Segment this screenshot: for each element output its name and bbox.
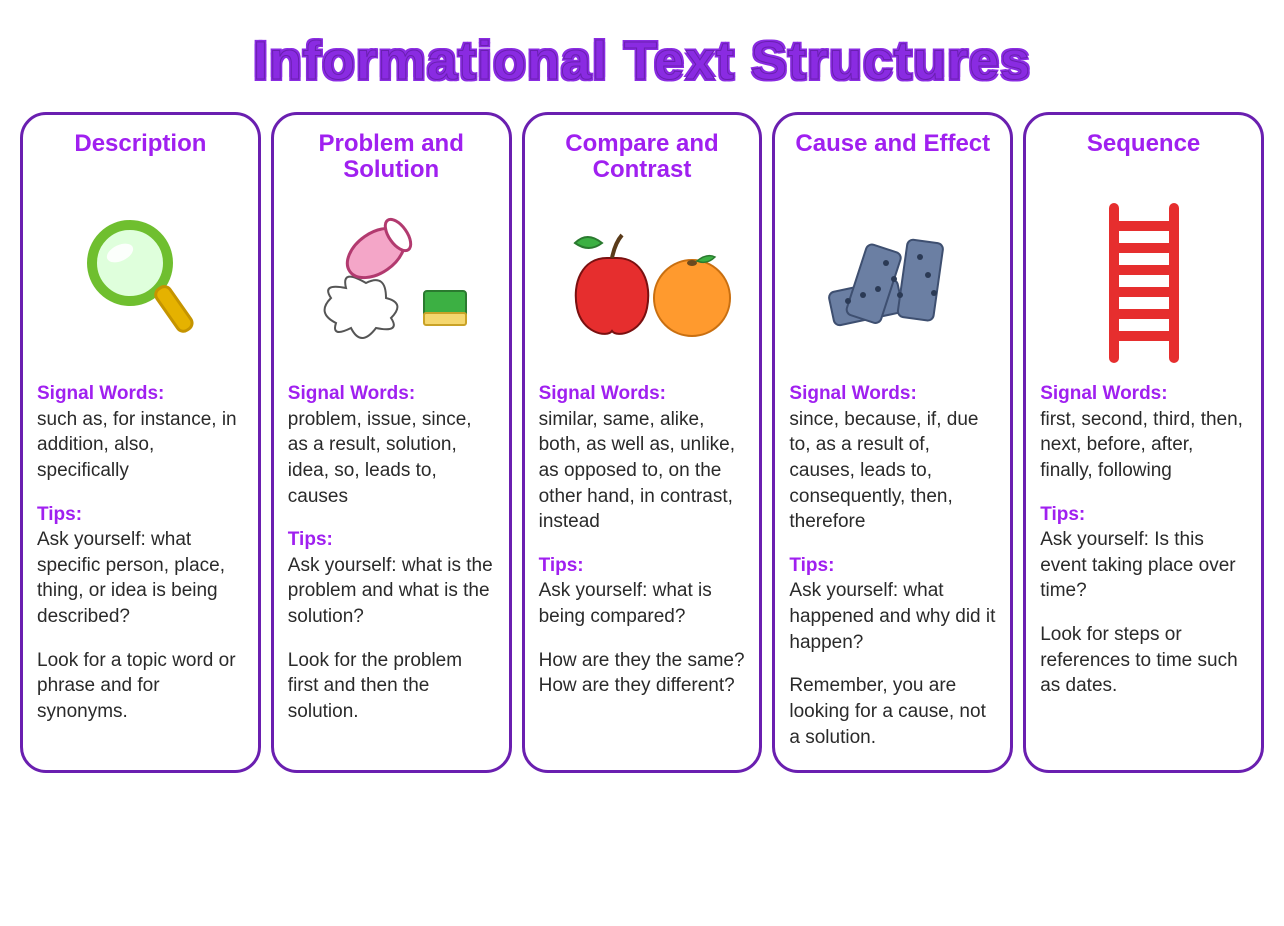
signal-label: Signal Words:	[288, 383, 415, 404]
ladder-icon	[1040, 203, 1247, 363]
signal-words-text: first, second, third, then, next, before…	[1040, 409, 1243, 481]
tips-text-1: Ask yourself: what happened and why did …	[789, 580, 995, 652]
dominoes-icon	[789, 203, 996, 363]
signal-words-block: Signal Words: such as, for instance, in …	[37, 381, 244, 484]
page-title: Informational Text Structures	[20, 30, 1264, 92]
tips-label: Tips:	[539, 555, 584, 576]
card-title: Problem and Solution	[288, 131, 495, 195]
signal-words-text: since, because, if, due to, as a result …	[789, 409, 978, 533]
tips-block: Tips: Ask yourself: what happened and wh…	[789, 553, 996, 656]
tips-text-1: Ask yourself: what is the problem and wh…	[288, 555, 493, 627]
tips-block: Tips: Ask yourself: Is this event taking…	[1040, 502, 1247, 605]
card-title: Cause and Effect	[789, 131, 996, 195]
signal-label: Signal Words:	[539, 383, 666, 404]
signal-words-block: Signal Words: problem, issue, since, as …	[288, 381, 495, 509]
tips-label: Tips:	[37, 504, 82, 525]
card-title: Description	[37, 131, 244, 195]
tips-text-1: Ask yourself: Is this event taking place…	[1040, 529, 1235, 601]
tips-extra: Look for the problem first and then the …	[288, 648, 495, 725]
spill-icon	[288, 203, 495, 363]
card-cause-effect: Cause and Effect Signal Words: since, be…	[772, 112, 1013, 773]
tips-extra: Look for steps or references to time suc…	[1040, 622, 1247, 699]
signal-label: Signal Words:	[37, 383, 164, 404]
card-compare-contrast: Compare and Contrast Signal Words: simil…	[522, 112, 763, 773]
signal-words-text: problem, issue, since, as a result, solu…	[288, 409, 472, 507]
tips-label: Tips:	[789, 555, 834, 576]
magnifier-icon	[37, 203, 244, 363]
signal-words-block: Signal Words: since, because, if, due to…	[789, 381, 996, 535]
signal-words-text: such as, for instance, in addition, also…	[37, 409, 237, 481]
card-title: Sequence	[1040, 131, 1247, 195]
card-title: Compare and Contrast	[539, 131, 746, 195]
signal-words-block: Signal Words: similar, same, alike, both…	[539, 381, 746, 535]
signal-label: Signal Words:	[789, 383, 916, 404]
tips-block: Tips: Ask yourself: what is being compar…	[539, 553, 746, 630]
card-problem-solution: Problem and Solution Signal Words: probl…	[271, 112, 512, 773]
tips-extra: Remember, you are looking for a cause, n…	[789, 673, 996, 750]
card-description: Description Signal Words: such as, for i…	[20, 112, 261, 773]
cards-row: Description Signal Words: such as, for i…	[20, 112, 1264, 773]
tips-block: Tips: Ask yourself: what specific person…	[37, 502, 244, 630]
card-sequence: Sequence Signal Words: first, second, th…	[1023, 112, 1264, 773]
tips-extra: Look for a topic word or phrase and for …	[37, 648, 244, 725]
apple-orange-icon	[539, 203, 746, 363]
signal-words-text: similar, same, alike, both, as well as, …	[539, 409, 735, 533]
signal-label: Signal Words:	[1040, 383, 1167, 404]
tips-label: Tips:	[1040, 504, 1085, 525]
tips-text-1: Ask yourself: what is being compared?	[539, 580, 712, 627]
signal-words-block: Signal Words: first, second, third, then…	[1040, 381, 1247, 484]
tips-label: Tips:	[288, 529, 333, 550]
tips-extra: How are they the same? How are they diff…	[539, 648, 746, 699]
tips-text-1: Ask yourself: what specific person, plac…	[37, 529, 225, 627]
tips-block: Tips: Ask yourself: what is the problem …	[288, 527, 495, 630]
